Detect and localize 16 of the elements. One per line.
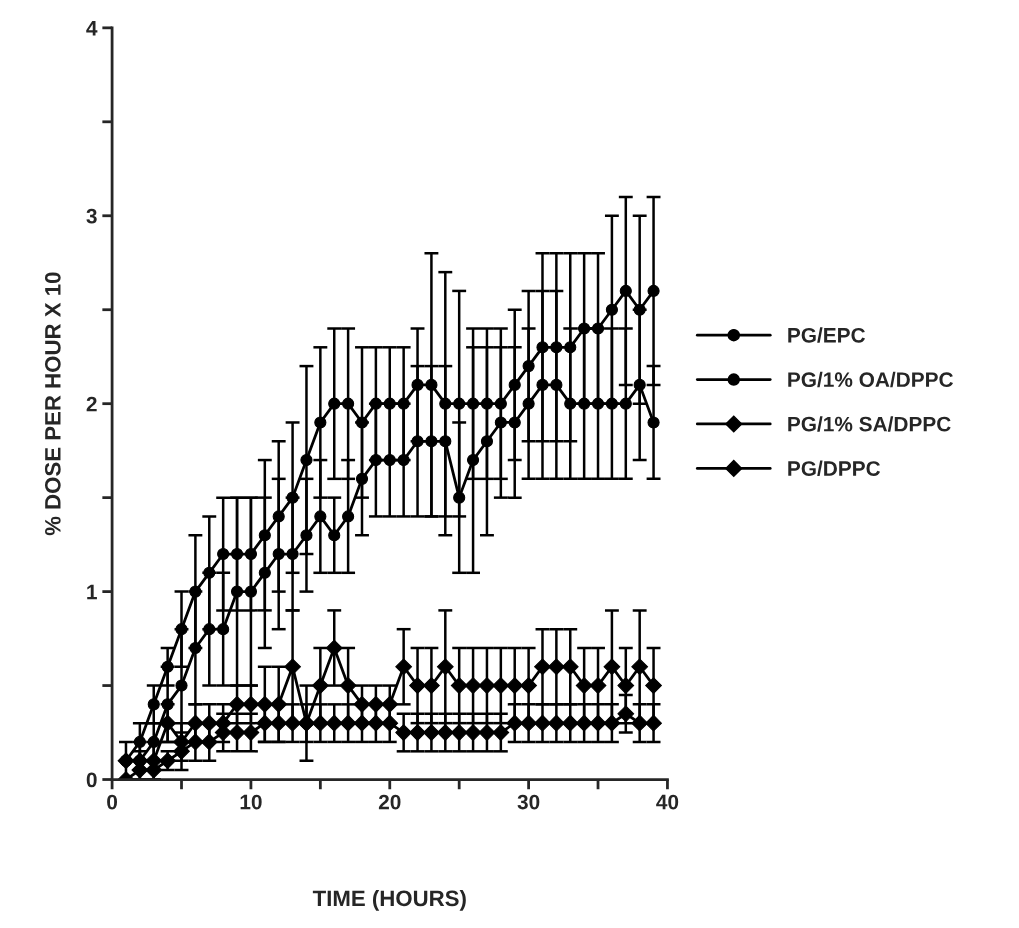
y-axis-title: % DOSE PER HOUR X 10	[44, 272, 61, 536]
x-tick-label: 10	[240, 794, 262, 810]
x-tick-label: 20	[378, 794, 401, 810]
legend-label: PG/DPPC	[788, 460, 881, 477]
x-axis-title: TIME (HOURS)	[312, 889, 466, 911]
y-tick-label: 3	[86, 208, 97, 224]
legend-label: PG/EPC	[788, 327, 866, 343]
y-tick-label: 2	[86, 396, 97, 412]
y-tick-label: 0	[86, 772, 97, 788]
y-tick-label: 1	[87, 584, 97, 600]
legend-label: PG/1% OA/DPPC	[788, 371, 954, 388]
x-tick-label: 30	[517, 794, 540, 810]
y-tick-label: 4	[86, 21, 98, 36]
legend-label: PG/1% SA/DPPC	[788, 416, 951, 432]
x-tick-label: 40	[656, 794, 679, 810]
x-tick-label: 0	[107, 794, 118, 810]
